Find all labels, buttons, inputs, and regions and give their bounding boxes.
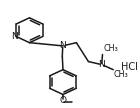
Text: N: N	[11, 32, 18, 41]
Text: HCl: HCl	[121, 62, 137, 72]
Text: O: O	[60, 96, 66, 105]
Text: CH₃: CH₃	[103, 44, 118, 53]
Text: N: N	[60, 41, 66, 50]
Text: N: N	[98, 60, 105, 69]
Text: CH₃: CH₃	[114, 70, 129, 79]
